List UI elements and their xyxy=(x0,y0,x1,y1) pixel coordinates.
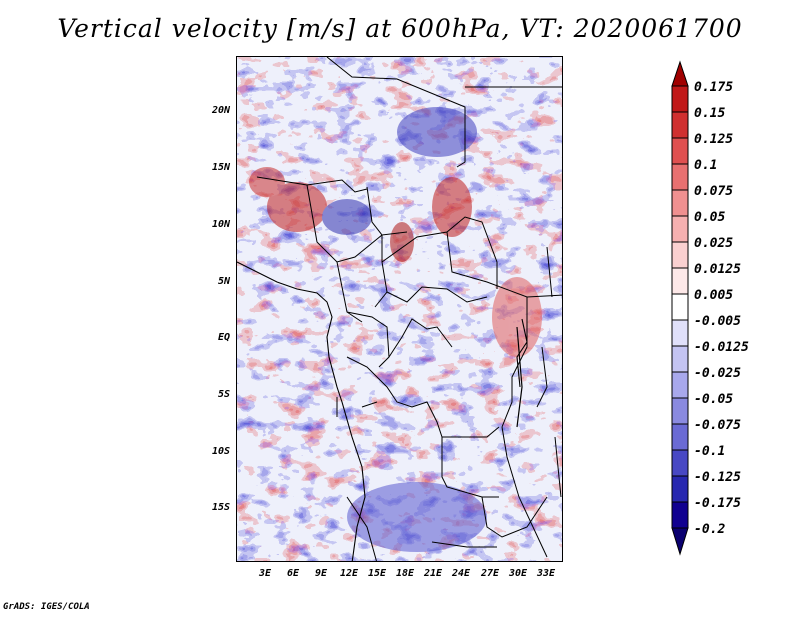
colorbar-label: -0.0125 xyxy=(694,340,749,355)
colorbar-label: 0.0125 xyxy=(694,262,741,277)
lat-label-5s: 5S xyxy=(217,389,230,400)
colorbar-swatch xyxy=(671,319,689,347)
colorbar-swatch xyxy=(671,111,689,139)
lon-label-30e: 30E xyxy=(508,568,528,579)
lon-label-21e: 21E xyxy=(423,568,443,579)
colorbar-swatch xyxy=(671,137,689,165)
colorbar-label: 0.125 xyxy=(694,132,734,147)
lon-label-6e: 6E xyxy=(286,568,300,579)
lon-label-33e: 33E xyxy=(536,568,556,579)
lat-label-20n: 20N xyxy=(211,105,230,116)
colorbar-swatch xyxy=(671,345,689,373)
colorbar-label: 0.005 xyxy=(694,288,734,303)
lon-label-15e: 15E xyxy=(367,568,387,579)
grads-credit: GrADS: IGES/COLA xyxy=(3,602,90,612)
lat-label-10n: 10N xyxy=(211,219,230,230)
lat-label-15s: 15S xyxy=(211,502,230,513)
lon-label-27e: 27E xyxy=(480,568,500,579)
colorbar-label: 0.025 xyxy=(694,236,734,251)
vertical-velocity-field xyxy=(237,57,562,561)
colorbar-label: -0.025 xyxy=(694,366,741,381)
colorbar-swatch xyxy=(671,189,689,217)
lon-label-18e: 18E xyxy=(395,568,415,579)
colorbar-swatch xyxy=(671,163,689,191)
colorbar-label: 0.175 xyxy=(694,80,734,95)
colorbar-top-arrow xyxy=(671,60,689,87)
colorbar-swatch xyxy=(671,241,689,269)
colorbar-label: -0.1 xyxy=(694,444,726,459)
coastline xyxy=(237,261,528,561)
lat-label-5n: 5N xyxy=(217,276,230,287)
lat-label-15n: 15N xyxy=(211,162,230,173)
colorbar-swatch xyxy=(671,423,689,451)
lat-label-10s: 10S xyxy=(211,446,230,457)
colorbar-swatch xyxy=(671,293,689,321)
colorbar-swatch xyxy=(671,475,689,503)
colorbar-label: 0.15 xyxy=(694,106,726,121)
colorbar-label: 0.075 xyxy=(694,184,734,199)
colorbar-swatch xyxy=(671,215,689,243)
colorbar-swatch xyxy=(671,267,689,295)
map-title: Vertical velocity [m/s] at 600hPa, VT: 2… xyxy=(57,14,743,43)
colorbar-bottom-arrow xyxy=(671,527,689,556)
lon-label-24e: 24E xyxy=(451,568,471,579)
colorbar-label: -0.05 xyxy=(694,392,734,407)
colorbar-label: 0.1 xyxy=(694,158,718,173)
lat-label-eq: EQ xyxy=(217,332,230,343)
lon-label-3e: 3E xyxy=(258,568,272,579)
lon-label-12e: 12E xyxy=(339,568,359,579)
colorbar-swatch xyxy=(671,397,689,425)
colorbar-swatch xyxy=(671,85,689,113)
colorbar-label: -0.175 xyxy=(694,496,741,511)
colorbar-label: 0.05 xyxy=(694,210,726,225)
colorbar-label: -0.075 xyxy=(694,418,741,433)
country-borders xyxy=(256,57,562,561)
colorbar-swatch xyxy=(671,371,689,399)
lon-label-9e: 9E xyxy=(314,568,328,579)
map-plot-area xyxy=(236,56,563,562)
colorbar-swatch xyxy=(671,501,689,529)
colorbar xyxy=(671,60,689,556)
colorbar-label: -0.2 xyxy=(694,522,726,537)
colorbar-swatch xyxy=(671,449,689,477)
colorbar-label: -0.125 xyxy=(694,470,741,485)
colorbar-label: -0.005 xyxy=(694,314,741,329)
